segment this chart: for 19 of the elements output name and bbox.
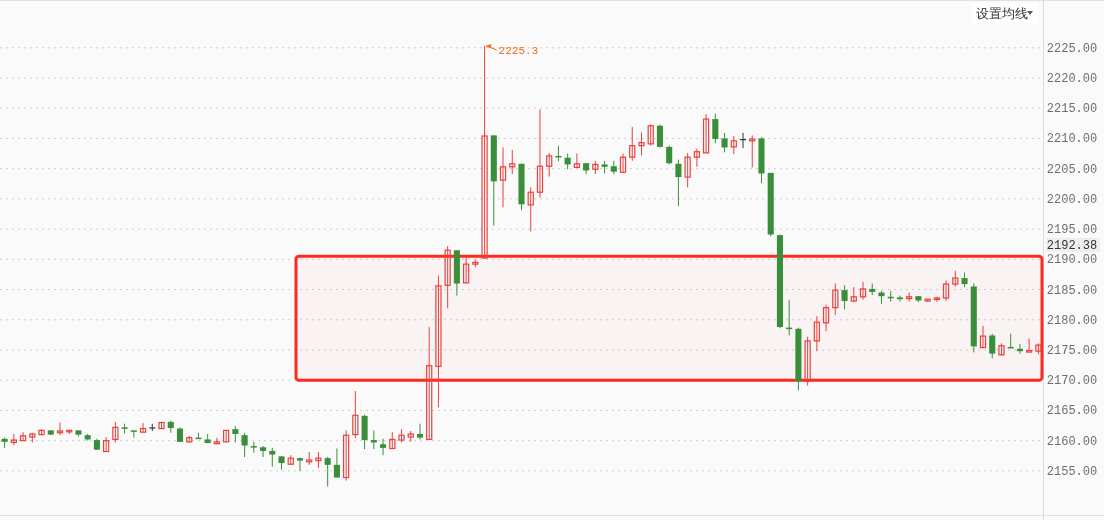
y-tick-label: 2175.00 <box>1046 343 1098 358</box>
annotation: 2225.3 <box>498 44 539 57</box>
y-tick-label: 2155.00 <box>1046 464 1098 479</box>
y-tick-label: 2195.00 <box>1046 223 1098 238</box>
y-tick-label: 2180.00 <box>1046 313 1098 328</box>
text: 2192.38 <box>1046 238 1098 253</box>
y-tick-label: 2220.00 <box>1046 71 1098 86</box>
y-tick-label: 2205.00 <box>1046 162 1098 177</box>
y-tick-label: 2165.00 <box>1046 404 1098 419</box>
y-tick-label: 2160.00 <box>1046 434 1098 449</box>
y-tick-label: 2190.00 <box>1046 253 1098 268</box>
y-tick-label: 2170.00 <box>1046 374 1098 389</box>
y-tick-label: 2200.00 <box>1046 192 1098 207</box>
y-tick-label: 2210.00 <box>1046 132 1098 147</box>
menu-control: 设置均线 <box>972 3 1038 23</box>
annotation: 设置均线 <box>976 6 1028 21</box>
y-tick-label: 2225.00 <box>1046 41 1098 56</box>
y-tick-label: 2185.00 <box>1046 283 1098 298</box>
y-tick-label: 2215.00 <box>1046 102 1098 117</box>
